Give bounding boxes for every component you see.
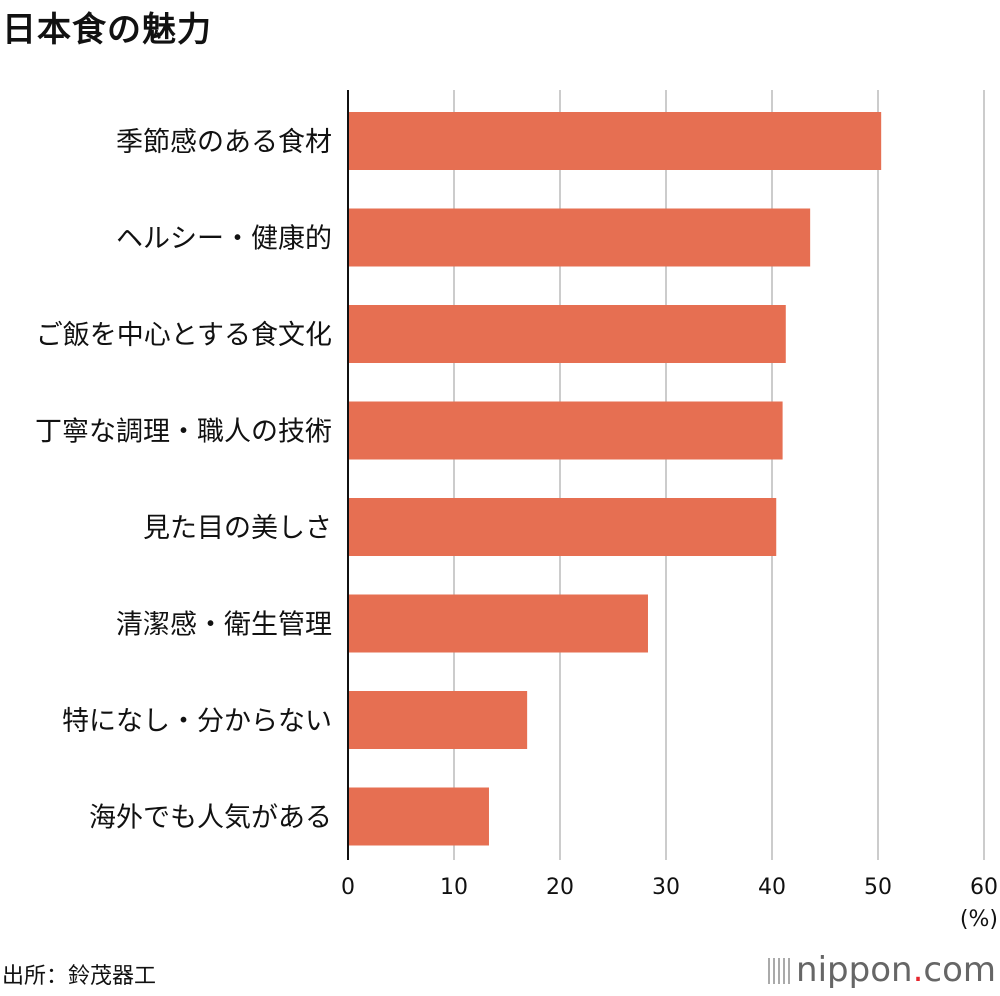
category-label: 清潔感・衛生管理: [116, 610, 332, 641]
chart-title: 日本食の魅力: [2, 10, 212, 50]
bar-chart: 0 10 20 30 40 50 60 (%) 季節感のある食材ヘルシー・健康的ご飯を中心とする…: [35, 90, 998, 932]
bar: [348, 691, 528, 749]
category-label: 海外でも人気がある: [89, 803, 332, 834]
x-tick-label: 30: [652, 875, 680, 900]
x-tick-label: 40: [758, 875, 786, 900]
bar: [348, 401, 783, 460]
category-label: ヘルシー・健康的: [116, 224, 332, 255]
bar: [348, 594, 648, 653]
logo-bars-icon: [768, 958, 791, 984]
category-label: 丁寧な調理・職人の技術: [35, 417, 332, 448]
x-tick-label: 0: [341, 875, 355, 900]
bar: [348, 112, 882, 170]
bar: [348, 498, 777, 556]
category-label: ご飯を中心とする食文化: [36, 320, 332, 351]
category-label: 見た目の美しさ: [143, 513, 332, 544]
source-note: 出所：鈴茂器工: [2, 964, 157, 989]
x-tick-label: 10: [440, 875, 468, 900]
bar: [348, 208, 811, 267]
bar: [348, 305, 786, 363]
category-label: 季節感のある食材: [116, 127, 332, 158]
nippon-logo: nippon.com: [768, 950, 996, 990]
bar: [348, 787, 489, 846]
unit-label: (%): [960, 907, 998, 932]
x-tick-label: 60: [970, 875, 998, 900]
category-label: 特になし・分からない: [62, 706, 332, 737]
x-tick-label: 50: [864, 875, 892, 900]
x-tick-label: 20: [546, 875, 574, 900]
